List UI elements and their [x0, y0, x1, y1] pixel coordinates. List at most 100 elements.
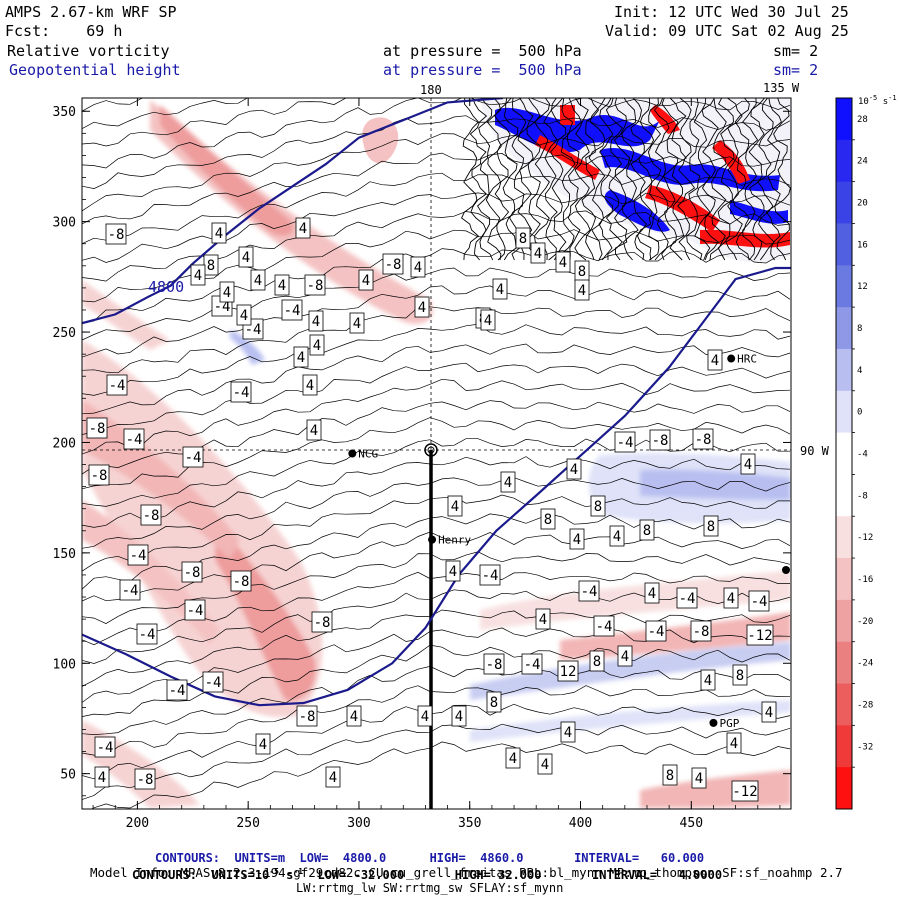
- colorbar-segment: [836, 223, 852, 266]
- y-tick-label: 50: [60, 768, 76, 783]
- svg-text:12: 12: [560, 664, 577, 680]
- svg-text:8: 8: [643, 523, 651, 539]
- svg-text:-8: -8: [693, 624, 710, 640]
- vorticity-label: 12: [557, 660, 579, 682]
- vorticity-contour: [82, 152, 791, 225]
- vorticity-label: -8: [105, 223, 127, 245]
- vorticity-contour: [82, 98, 249, 130]
- vorticity-label: -4: [748, 590, 770, 612]
- vorticity-contour: [82, 172, 791, 245]
- vorticity-label: 4: [190, 264, 206, 286]
- svg-text:Henry: Henry: [438, 534, 471, 547]
- vorticity-label: 4: [480, 309, 496, 331]
- station-henry: Henry: [428, 534, 472, 547]
- vorticity-label: 4: [535, 608, 551, 630]
- svg-text:-8: -8: [385, 257, 402, 273]
- vorticity-contour: [82, 685, 791, 757]
- svg-text:-4: -4: [751, 594, 768, 610]
- svg-text:8: 8: [519, 231, 527, 247]
- vorticity-label: -8: [88, 464, 110, 486]
- mountain-contour: [574, 98, 591, 261]
- vorticity-label: -4: [614, 431, 636, 453]
- svg-text:4: 4: [711, 353, 719, 369]
- vorticity-label: -8: [690, 620, 712, 642]
- colorbar-label: 16: [857, 240, 868, 250]
- field1-smoothing: sm= 2: [773, 42, 819, 60]
- vorticity-label: -4: [182, 446, 204, 468]
- colorbar-label: -12: [857, 533, 873, 543]
- svg-text:-4: -4: [126, 432, 143, 448]
- svg-text:8: 8: [593, 654, 601, 670]
- vorticity-label: 4: [569, 528, 585, 550]
- svg-text:4: 4: [312, 314, 320, 330]
- vorticity-label: -4: [578, 580, 600, 602]
- svg-text:4: 4: [539, 612, 547, 628]
- lat-label-90w: 90 W: [800, 444, 830, 458]
- colorbar-segment: [836, 516, 852, 559]
- svg-text:-8: -8: [89, 421, 106, 437]
- svg-text:-8: -8: [108, 227, 125, 243]
- svg-text:-4: -4: [596, 619, 613, 635]
- vorticity-label: -4: [645, 620, 667, 642]
- vorticity-label: -4: [166, 679, 188, 701]
- mountain-contour: [701, 98, 719, 261]
- vorticity-label: 4: [700, 669, 716, 691]
- colorbar-label: -24: [857, 659, 873, 669]
- vorticity-contour: [82, 456, 791, 528]
- mountain-contour: [686, 98, 703, 261]
- colorbar-segment: [836, 474, 852, 517]
- mountain-contour: [748, 98, 765, 261]
- y-tick-label: 150: [53, 547, 76, 562]
- svg-text:-4: -4: [130, 548, 147, 564]
- colorbar-label: 0: [857, 408, 862, 418]
- vorticity-contour: [82, 666, 791, 735]
- colorbar-segment: [836, 390, 852, 434]
- vorticity-label: 4: [255, 733, 271, 755]
- svg-text:4: 4: [496, 282, 504, 298]
- x-tick-label: 350: [458, 816, 481, 831]
- svg-text:4: 4: [621, 649, 629, 665]
- vorticity-label: 8: [590, 495, 606, 517]
- vorticity-contour: [82, 494, 791, 572]
- svg-text:-8: -8: [695, 432, 712, 448]
- vorticity-contour: [82, 306, 791, 374]
- mountain-contour: [605, 98, 624, 261]
- svg-text:4: 4: [329, 770, 337, 786]
- axis-ticks: 200 250 300 350 400 450 50 100 150 200 250 300 350: [53, 98, 791, 831]
- model-title: AMPS 2.67-km WRF SP: [5, 3, 177, 21]
- y-tick-label: 200: [53, 436, 76, 451]
- svg-text:4: 4: [362, 273, 370, 289]
- vorticity-label: 4: [537, 753, 553, 775]
- model-info: Model Info: MPASv8.2.3-194-gf29cd82c CU:…: [90, 865, 843, 880]
- vorticity-contour: [82, 98, 791, 169]
- vorticity-label: 4: [274, 274, 290, 296]
- colorbar-segment: [836, 599, 852, 643]
- vorticity-label: -4: [127, 544, 149, 566]
- colorbar-label: -16: [857, 575, 873, 585]
- plot-border: [81, 97, 792, 810]
- vorticity-label: 4: [306, 419, 322, 441]
- svg-text:4: 4: [254, 273, 262, 289]
- svg-text:8: 8: [207, 258, 215, 274]
- vorticity-label: 4: [492, 278, 508, 300]
- svg-text:4: 4: [278, 278, 286, 294]
- vorticity-label: -8: [296, 705, 318, 727]
- mountain-contour: [757, 98, 775, 261]
- lon-label-180: 180: [420, 83, 442, 97]
- vorticity-label: 4: [325, 766, 341, 788]
- svg-text:-4: -4: [109, 378, 126, 394]
- mountain-contour: [676, 98, 696, 261]
- colorbar: 28 24 20 16 12 8 4 0 -4 -8 -12 -16 -20 -24 -28 -32: [835, 97, 873, 810]
- y-tick-label: 300: [53, 216, 76, 231]
- mountain-contour: [636, 98, 655, 261]
- mountain-contour: [477, 98, 494, 261]
- svg-text:-8: -8: [652, 433, 669, 449]
- vorticity-label: 4: [740, 453, 756, 475]
- svg-text:-4: -4: [205, 675, 222, 691]
- vorticity-label: -4: [136, 623, 158, 645]
- svg-text:4: 4: [570, 462, 578, 478]
- colorbar-segment: [836, 265, 852, 308]
- cross-section-endpoint-inner: [427, 446, 435, 454]
- vorticity-label: 4: [250, 269, 266, 291]
- mountain-contour: [725, 98, 743, 261]
